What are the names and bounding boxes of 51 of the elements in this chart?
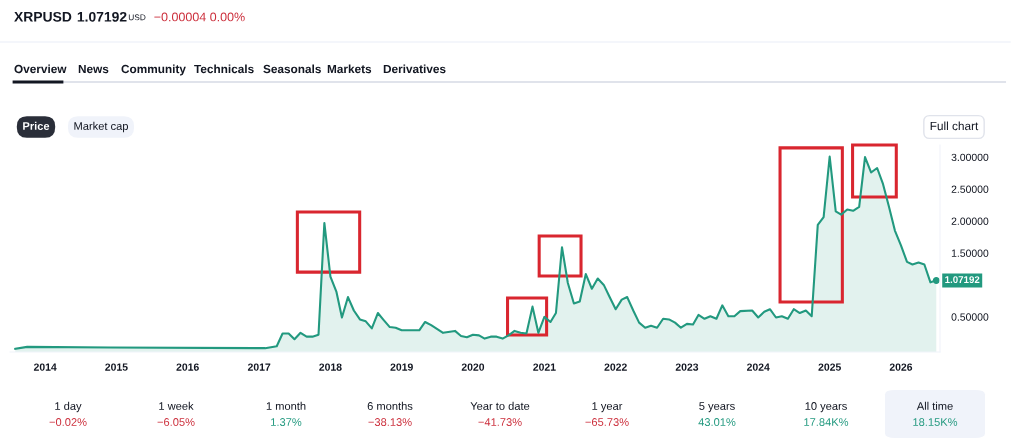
y-tick-label: 2.00000 [951, 217, 989, 225]
x-tick-label: 2022 [604, 363, 627, 371]
text: All time [916, 401, 953, 410]
text: 18.15K% [913, 418, 958, 426]
x-tick-label: 2026 [889, 363, 913, 371]
y-tick-label: 3.00000 [951, 153, 989, 162]
x-tick-label: 2025 [818, 363, 841, 371]
text: 1 month [266, 401, 306, 410]
y-tick-label: 0.50000 [951, 313, 989, 321]
text: 43.01% [698, 418, 736, 426]
text: Price [23, 121, 50, 130]
annotation: 1.07192 [945, 276, 980, 284]
text: Seasonals [263, 64, 321, 74]
y-tick-label: 2.50000 [951, 185, 989, 193]
text: News [78, 64, 109, 74]
x-tick-label: 2017 [247, 363, 271, 371]
x-tick-label: 2015 [105, 363, 128, 371]
text: Community [121, 64, 186, 76]
x-tick-label: 2021 [533, 363, 556, 371]
text: Year to date [470, 401, 530, 410]
x-tick-label: 2024 [746, 363, 770, 371]
text: Market cap [74, 121, 129, 133]
text: −6.05% [157, 418, 195, 426]
text: Full chart [930, 121, 979, 131]
text: Overview [14, 64, 67, 74]
text: 5 years [699, 402, 735, 413]
chart-title: XRPUSD [14, 11, 72, 22]
text: 6 months [367, 401, 413, 410]
text: −65.73% [585, 418, 629, 426]
text: Technicals [194, 64, 254, 74]
x-tick-label: 2018 [319, 363, 342, 371]
x-tick-label: 2014 [33, 363, 57, 371]
text: 1.07192 [77, 11, 127, 22]
text: −38.13% [368, 418, 412, 426]
text: 1 year [592, 402, 623, 413]
x-tick-label: 2020 [461, 363, 485, 371]
text: USD [128, 14, 146, 21]
y-tick-label: 1.50000 [951, 249, 989, 257]
text: 1.37% [271, 418, 302, 426]
text: Derivatives [383, 64, 446, 74]
text: 1 day [55, 401, 82, 413]
text: 1 week [159, 401, 194, 410]
text: 10 years [805, 402, 847, 413]
x-tick-label: 2019 [390, 363, 413, 371]
x-tick-label: 2016 [176, 363, 199, 371]
x-tick-label: 2023 [675, 363, 699, 371]
text: Markets [327, 64, 372, 74]
text: −0.00004 0.00% [154, 12, 245, 22]
text: −41.73% [478, 418, 522, 426]
text: 17.84K% [804, 418, 849, 426]
text: −0.02% [49, 418, 87, 426]
